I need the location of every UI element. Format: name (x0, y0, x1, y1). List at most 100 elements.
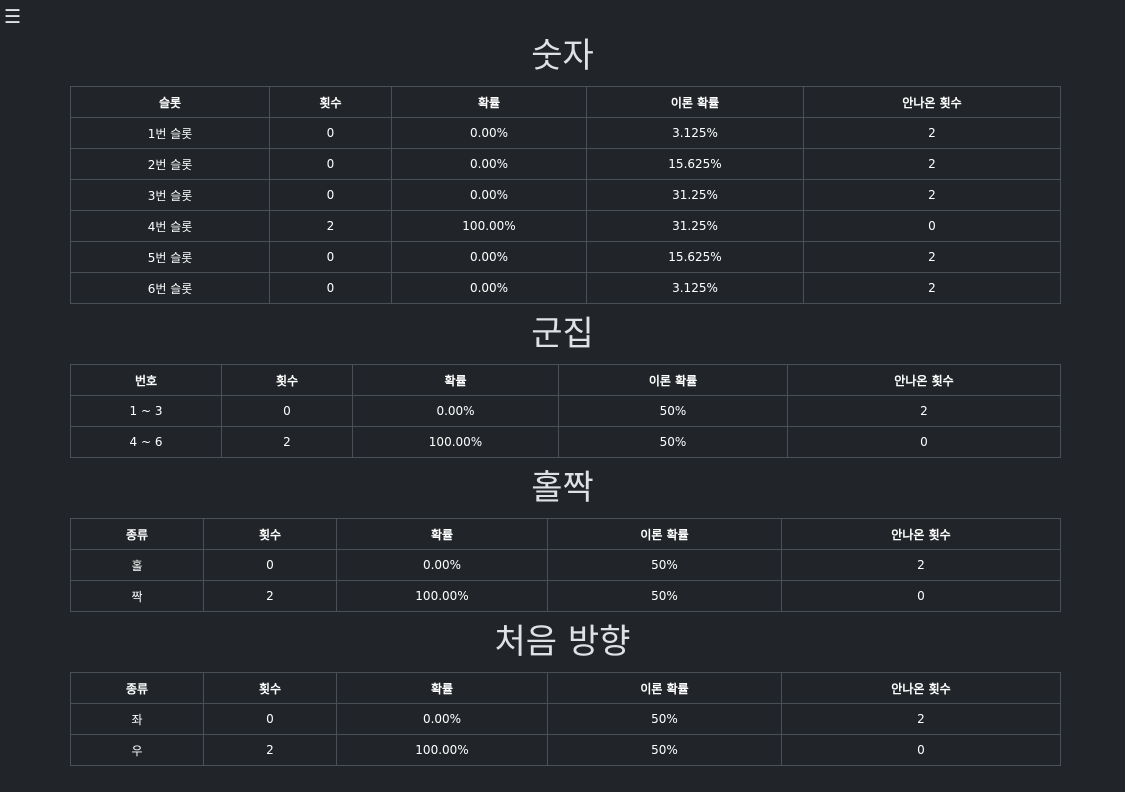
table-cell: 4 ~ 6 (70, 426, 222, 458)
cluster-table: 번호 횟수 확률 이론 확률 안나온 횟수 1 ~ 3 0 0.00% 50% … (70, 364, 1061, 458)
column-header: 종류 (70, 672, 204, 704)
column-header: 이론 확률 (547, 518, 782, 550)
table-cell: 0 (203, 703, 337, 735)
table-cell: 0 (221, 395, 353, 427)
table-cell: 0 (269, 241, 392, 273)
table-cell: 50% (547, 580, 782, 612)
column-header: 안나온 횟수 (781, 672, 1061, 704)
table-row: 3번 슬롯 0 0.00% 31.25% 2 (70, 179, 1061, 211)
table-cell: 2번 슬롯 (70, 148, 270, 180)
table-cell: 31.25% (586, 210, 804, 242)
table-row: 좌 0 0.00% 50% 2 (70, 703, 1061, 735)
column-header: 이론 확률 (558, 364, 788, 396)
table-cell: 0.00% (391, 117, 587, 149)
column-header: 횟수 (221, 364, 353, 396)
table-cell: 6번 슬롯 (70, 272, 270, 304)
table-cell: 2 (203, 580, 337, 612)
table-cell: 0.00% (336, 703, 548, 735)
column-header: 확률 (336, 518, 548, 550)
section-title-numbers: 숫자 (531, 36, 594, 76)
table-header-row: 종류 횟수 확률 이론 확률 안나온 횟수 (70, 518, 1061, 550)
numbers-table: 슬롯 횟수 확률 이론 확률 안나온 횟수 1번 슬롯 0 0.00% 3.12… (70, 86, 1061, 304)
column-header: 확률 (391, 86, 587, 118)
table-cell: 100.00% (336, 734, 548, 766)
section-title-odd-even: 홀짝 (531, 468, 594, 508)
table-cell: 5번 슬롯 (70, 241, 270, 273)
column-header: 횟수 (203, 672, 337, 704)
table-cell: 0 (787, 426, 1061, 458)
table-cell: 0.00% (391, 148, 587, 180)
column-header: 슬롯 (70, 86, 270, 118)
table-cell: 4번 슬롯 (70, 210, 270, 242)
table-header-row: 번호 횟수 확률 이론 확률 안나온 횟수 (70, 364, 1061, 396)
section-title-wrap: 숫자 (0, 36, 1125, 84)
table-cell: 0 (269, 272, 392, 304)
table-cell: 0 (203, 549, 337, 581)
table-cell: 0 (269, 117, 392, 149)
table-cell: 15.625% (586, 148, 804, 180)
table-cell: 0.00% (391, 179, 587, 211)
table-cell: 100.00% (352, 426, 559, 458)
table-row: 4번 슬롯 2 100.00% 31.25% 0 (70, 210, 1061, 242)
table-cell: 2 (803, 179, 1061, 211)
table-cell: 15.625% (586, 241, 804, 273)
table-cell: 3번 슬롯 (70, 179, 270, 211)
table-row: 2번 슬롯 0 0.00% 15.625% 2 (70, 148, 1061, 180)
table-cell: 좌 (70, 703, 204, 735)
table-cell: 0.00% (391, 241, 587, 273)
table-cell: 홀 (70, 549, 204, 581)
table-cell: 2 (803, 148, 1061, 180)
table-header-row: 슬롯 횟수 확률 이론 확률 안나온 횟수 (70, 86, 1061, 118)
menu-icon[interactable]: ☰ (4, 6, 22, 28)
table-row: 1 ~ 3 0 0.00% 50% 2 (70, 395, 1061, 427)
table-cell: 3.125% (586, 272, 804, 304)
column-header: 확률 (352, 364, 559, 396)
table-cell: 50% (547, 549, 782, 581)
table-cell: 0 (803, 210, 1061, 242)
table-row: 1번 슬롯 0 0.00% 3.125% 2 (70, 117, 1061, 149)
table-cell: 1번 슬롯 (70, 117, 270, 149)
table-cell: 0 (269, 179, 392, 211)
table-cell: 2 (203, 734, 337, 766)
column-header: 안나온 횟수 (787, 364, 1061, 396)
odd-even-table: 종류 횟수 확률 이론 확률 안나온 횟수 홀 0 0.00% 50% 2 짝 … (70, 518, 1061, 612)
first-direction-table: 종류 횟수 확률 이론 확률 안나온 횟수 좌 0 0.00% 50% 2 우 … (70, 672, 1061, 766)
table-cell: 0.00% (352, 395, 559, 427)
column-header: 종류 (70, 518, 204, 550)
table-cell: 2 (781, 703, 1061, 735)
table-cell: 2 (787, 395, 1061, 427)
table-cell: 2 (803, 241, 1061, 273)
table-row: 우 2 100.00% 50% 0 (70, 734, 1061, 766)
table-row: 짝 2 100.00% 50% 0 (70, 580, 1061, 612)
table-cell: 0.00% (336, 549, 548, 581)
column-header: 이론 확률 (586, 86, 804, 118)
table-row: 홀 0 0.00% 50% 2 (70, 549, 1061, 581)
table-row: 6번 슬롯 0 0.00% 3.125% 2 (70, 272, 1061, 304)
table-cell: 50% (558, 395, 788, 427)
column-header: 확률 (336, 672, 548, 704)
table-cell: 0 (781, 580, 1061, 612)
table-cell: 50% (547, 734, 782, 766)
column-header: 이론 확률 (547, 672, 782, 704)
table-cell: 2 (221, 426, 353, 458)
table-cell: 2 (781, 549, 1061, 581)
table-cell: 3.125% (586, 117, 804, 149)
section-title-wrap: 홀짝 (0, 468, 1125, 516)
column-header: 횟수 (203, 518, 337, 550)
column-header: 번호 (70, 364, 222, 396)
section-title-first-direction: 처음 방향 (494, 622, 631, 662)
table-cell: 50% (547, 703, 782, 735)
section-title-wrap: 군집 (0, 314, 1125, 362)
table-cell: 0.00% (391, 272, 587, 304)
table-cell: 0 (781, 734, 1061, 766)
section-title-cluster: 군집 (531, 314, 594, 354)
table-cell: 31.25% (586, 179, 804, 211)
column-header: 횟수 (269, 86, 392, 118)
table-cell: 2 (803, 117, 1061, 149)
table-cell: 100.00% (336, 580, 548, 612)
table-cell: 짝 (70, 580, 204, 612)
column-header: 안나온 횟수 (803, 86, 1061, 118)
table-cell: 2 (803, 272, 1061, 304)
table-cell: 0 (269, 148, 392, 180)
table-row: 4 ~ 6 2 100.00% 50% 0 (70, 426, 1061, 458)
